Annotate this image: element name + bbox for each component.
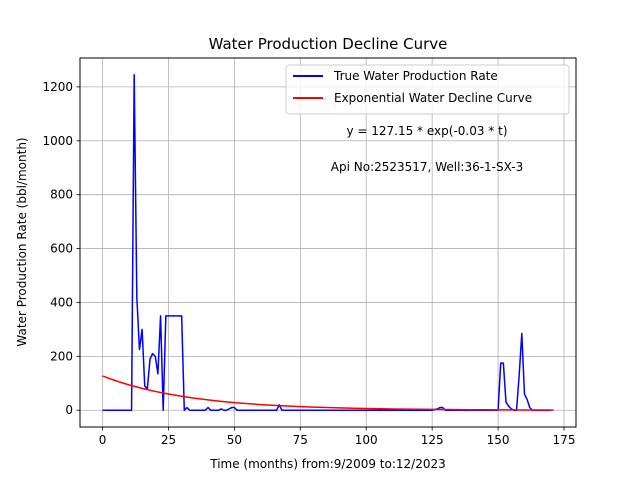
- x-tick-label: 75: [293, 433, 308, 447]
- true-rate-line: [102, 74, 551, 411]
- legend-box: [285, 64, 570, 115]
- x-tick-label: 175: [553, 433, 576, 447]
- y-tick-label: 1200: [42, 80, 73, 94]
- equation-annotation: y = 127.15 * exp(-0.03 * t): [346, 124, 507, 138]
- legend-label-true-rate: True Water Production Rate: [333, 69, 498, 83]
- x-tick-label: 100: [355, 433, 378, 447]
- x-axis-ticks: 0 25 50 75 100 125 150 175: [99, 427, 576, 447]
- grid-lines: [80, 58, 576, 427]
- x-tick-label: 50: [227, 433, 242, 447]
- y-tick-label: 400: [50, 295, 73, 309]
- plot-frame: [79, 57, 577, 428]
- chart-title: Water Production Decline Curve: [209, 35, 448, 53]
- x-tick-label: 150: [487, 433, 510, 447]
- x-tick-label: 0: [99, 433, 107, 447]
- x-axis-label: Time (months) from:9/2009 to:12/2023: [209, 457, 446, 471]
- y-tick-label: 0: [65, 403, 73, 417]
- exponential-decline-line: [102, 375, 554, 411]
- y-tick-label: 800: [50, 188, 73, 202]
- y-axis-label: Water Production Rate (bbl/month): [15, 137, 29, 346]
- y-axis-ticks: 0 200 400 600 800 1000 1200: [42, 80, 80, 417]
- legend-label-exp-curve: Exponential Water Decline Curve: [334, 91, 532, 105]
- x-tick-label: 125: [421, 433, 444, 447]
- well-annotation: Api No:2523517, Well:36-1-SX-3: [331, 160, 523, 174]
- x-tick-label: 25: [161, 433, 176, 447]
- y-tick-label: 1000: [42, 134, 73, 148]
- y-tick-label: 600: [50, 242, 73, 256]
- series-lines: [102, 74, 554, 411]
- y-tick-label: 200: [50, 349, 73, 363]
- legend: True Water Production Rate Exponential W…: [285, 64, 570, 115]
